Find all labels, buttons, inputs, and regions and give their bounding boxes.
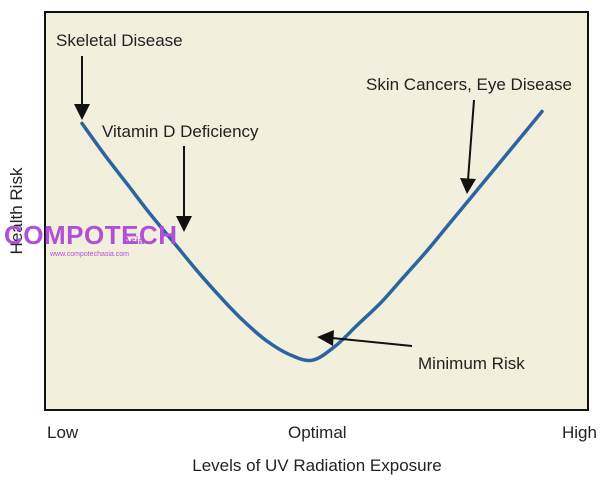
x-axis-title: Levels of UV Radiation Exposure (192, 456, 441, 475)
annotation-skin-cancers: Skin Cancers, Eye Disease (366, 75, 572, 94)
watermark-name: COMPOTECH (4, 220, 178, 250)
y-axis-title: Health Risk (7, 167, 26, 254)
arrow-skin-cancers (467, 99, 475, 181)
annotation-minimum-risk: Minimum Risk (418, 354, 525, 373)
x-tick-low: Low (47, 423, 79, 442)
watermark-suffix: Asia (123, 236, 145, 247)
watermark-url: www.compotechasia.com (49, 251, 129, 258)
arrowhead-minimum-risk (317, 330, 334, 346)
x-tick-high: High (562, 423, 597, 442)
arrowhead-skeletal-disease (74, 104, 90, 120)
annotation-skeletal-disease: Skeletal Disease (56, 31, 183, 50)
plot-area (44, 11, 589, 411)
arrow-minimum-risk (331, 337, 413, 347)
series-line-health-risk (80, 109, 544, 363)
arrowhead-vitamin-d (176, 216, 192, 232)
arrowhead-skin-cancers (460, 178, 476, 194)
compotech-watermark: COMPOTECH Asia www.compotechasia.com (4, 220, 178, 258)
annotation-vitamin-d-deficiency: Vitamin D Deficiency (102, 122, 259, 141)
x-tick-optimal: Optimal (288, 423, 347, 442)
